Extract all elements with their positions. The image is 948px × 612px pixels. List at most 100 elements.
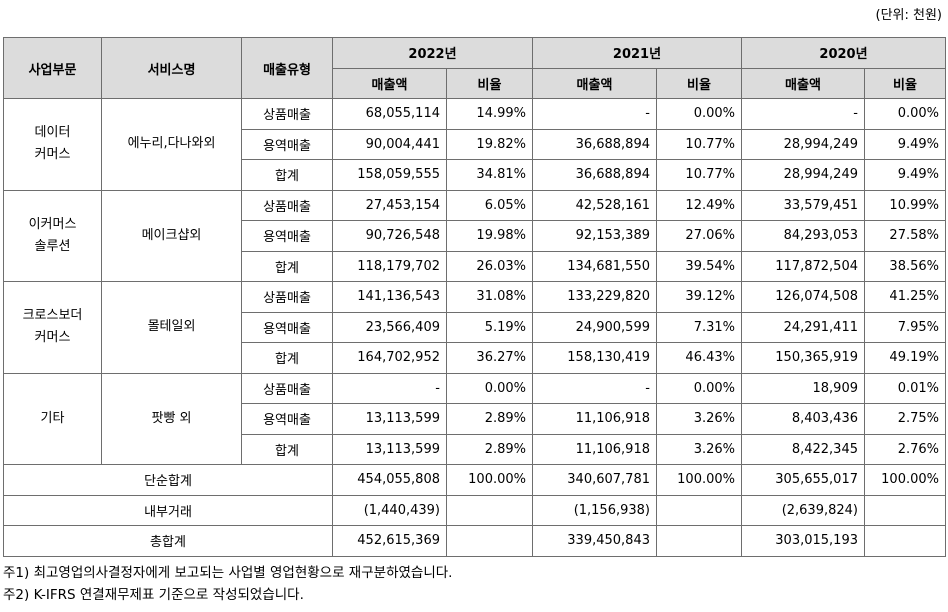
ratio-cell: 2.89% xyxy=(446,403,533,435)
header-row-metrics: 매출액 비율 매출액 비율 매출액 비율 xyxy=(4,67,946,99)
sales-type-cell: 합계 xyxy=(241,250,333,282)
ratio-cell: 0.00% xyxy=(446,372,533,404)
total-amount-cell: 303,015,193 xyxy=(741,525,865,557)
ratio-cell: 27.06% xyxy=(656,220,742,252)
total-amount-cell: (1,440,439) xyxy=(332,494,447,526)
ratio-cell: 9.49% xyxy=(864,128,946,160)
ratio-cell: 46.43% xyxy=(656,342,742,374)
segment-name-line: 커머스 xyxy=(34,147,71,163)
ratio-cell: 12.49% xyxy=(656,189,742,221)
amount-cell: 11,106,918 xyxy=(532,403,657,435)
ratio-header: 비율 xyxy=(656,67,742,99)
amount-cell: 126,074,508 xyxy=(741,281,865,313)
total-row: 내부거래 (1,440,439) (1,156,938) (2,639,824) xyxy=(3,494,946,526)
table-row: 합계 158,059,555 34.81% 36,688,894 10.77% 28,99… xyxy=(4,159,946,191)
amount-cell: 68,055,114 xyxy=(332,98,447,130)
amount-cell: 23,566,409 xyxy=(332,311,447,343)
total-ratio-cell: 100.00% xyxy=(446,464,533,496)
sales-type-cell: 합계 xyxy=(241,342,333,374)
table-row: 용역매출 90,004,441 19.82% 36,688,894 10.77% 28,9… xyxy=(4,128,946,160)
total-ratio-cell: 100.00% xyxy=(656,464,742,496)
total-ratio-cell xyxy=(864,525,946,557)
total-label-cell: 내부거래 xyxy=(3,494,333,526)
amount-cell: 13,113,599 xyxy=(332,403,447,435)
total-amount-cell: (1,156,938) xyxy=(532,494,657,526)
table-row: 이커머스 솔루션 메이크샵외 상품매출 27,453,154 6.05% 42,528,16… xyxy=(3,189,946,282)
ratio-header: 비율 xyxy=(864,67,946,99)
amount-cell: 133,229,820 xyxy=(532,281,657,313)
ratio-cell: 41.25% xyxy=(864,281,946,313)
sales-type-cell: 용역매출 xyxy=(241,403,333,435)
amount-header: 매출액 xyxy=(332,67,447,99)
table-row: 합계 118,179,702 26.03% 134,681,550 39.54% 117,… xyxy=(4,250,946,282)
service-name-cell: 메이크샵외 xyxy=(101,189,242,282)
ratio-cell: 3.26% xyxy=(656,433,742,465)
amount-cell: 18,909 xyxy=(741,372,865,404)
amount-cell: 158,059,555 xyxy=(332,159,447,191)
ratio-cell: 39.12% xyxy=(656,281,742,313)
ratio-cell: 10.77% xyxy=(656,159,742,191)
header-row-years: 사업부문 서비스명 매출유형 2022년 2021년 2020년 xyxy=(3,37,946,99)
table-body: 데이터 커머스 에누리,다나와외 상품매출 68,055,114 14.99% -0.00%… xyxy=(3,98,946,557)
total-amount-cell: (2,639,824) xyxy=(741,494,865,526)
amount-cell: 24,900,599 xyxy=(532,311,657,343)
ratio-cell: 0.00% xyxy=(656,98,742,130)
ratio-cell: 2.76% xyxy=(864,433,946,465)
total-amount-cell: 452,615,369 xyxy=(332,525,447,557)
year-header-2021: 2021년 xyxy=(532,37,742,69)
footnotes: 주1) 최고영업의사결정자에게 보고되는 사업별 영업현황으로 재구분하였습니다… xyxy=(3,562,452,606)
ratio-cell: 9.49% xyxy=(864,159,946,191)
amount-cell: 118,179,702 xyxy=(332,250,447,282)
total-amount-cell: 454,055,808 xyxy=(332,464,447,496)
amount-cell: 90,726,548 xyxy=(332,220,447,252)
amount-cell: 84,293,053 xyxy=(741,220,865,252)
sales-type-cell: 상품매출 xyxy=(241,372,333,404)
total-amount-cell: 340,607,781 xyxy=(532,464,657,496)
service-name-cell: 팟빵 외 xyxy=(101,372,242,465)
ratio-cell: 26.03% xyxy=(446,250,533,282)
total-amount-cell: 339,450,843 xyxy=(532,525,657,557)
table-row: 용역매출 90,726,548 19.98% 92,153,389 27.06% 84,2… xyxy=(4,220,946,252)
ratio-cell: 3.26% xyxy=(656,403,742,435)
amount-cell: 13,113,599 xyxy=(332,433,447,465)
ratio-cell: 0.00% xyxy=(656,372,742,404)
table-row: 용역매출 13,113,599 2.89% 11,106,918 3.26% 8,403,… xyxy=(4,403,946,435)
segment-name-line: 이커머스 xyxy=(28,216,77,232)
ratio-cell: 36.27% xyxy=(446,342,533,374)
amount-cell: 27,453,154 xyxy=(332,189,447,221)
amount-cell: 150,365,919 xyxy=(741,342,865,374)
segment-cell: 기타 xyxy=(3,372,102,465)
total-ratio-cell xyxy=(656,525,742,557)
amount-cell: 33,579,451 xyxy=(741,189,865,221)
sales-type-cell: 합계 xyxy=(241,159,333,191)
ratio-cell: 27.58% xyxy=(864,220,946,252)
unit-note: (단위: 천원) xyxy=(875,8,943,23)
total-row: 총합계 452,615,369 339,450,843 303,015,193 xyxy=(3,525,946,557)
amount-cell: 92,153,389 xyxy=(532,220,657,252)
amount-cell: - xyxy=(532,372,657,404)
ratio-cell: 49.19% xyxy=(864,342,946,374)
footnote: 주2) K-IFRS 연결재무제표 기준으로 작성되었습니다. xyxy=(3,587,304,603)
amount-cell: 24,291,411 xyxy=(741,311,865,343)
ratio-cell: 19.98% xyxy=(446,220,533,252)
amount-cell: 8,403,436 xyxy=(741,403,865,435)
ratio-cell: 39.54% xyxy=(656,250,742,282)
amount-cell: 28,994,249 xyxy=(741,128,865,160)
amount-cell: 164,702,952 xyxy=(332,342,447,374)
amount-cell: 158,130,419 xyxy=(532,342,657,374)
amount-cell: - xyxy=(332,372,447,404)
amount-cell: 141,136,543 xyxy=(332,281,447,313)
amount-cell: - xyxy=(532,98,657,130)
sales-type-header: 매출유형 xyxy=(241,37,333,99)
amount-cell: 11,106,918 xyxy=(532,433,657,465)
segment-cell: 크로스보더 커머스 xyxy=(3,281,102,374)
sales-type-cell: 합계 xyxy=(241,433,333,465)
year-header-2022: 2022년 xyxy=(332,37,533,69)
total-amount-cell: 305,655,017 xyxy=(741,464,865,496)
table-row: 합계 164,702,952 36.27% 158,130,419 46.43% 150,… xyxy=(4,342,946,374)
segment-name-line: 솔루션 xyxy=(34,238,71,254)
segment-sales-table: 사업부문 서비스명 매출유형 2022년 2021년 2020년 매출액 비율 … xyxy=(3,37,946,557)
amount-header: 매출액 xyxy=(741,67,865,99)
service-name-cell: 몰테일외 xyxy=(101,281,242,374)
